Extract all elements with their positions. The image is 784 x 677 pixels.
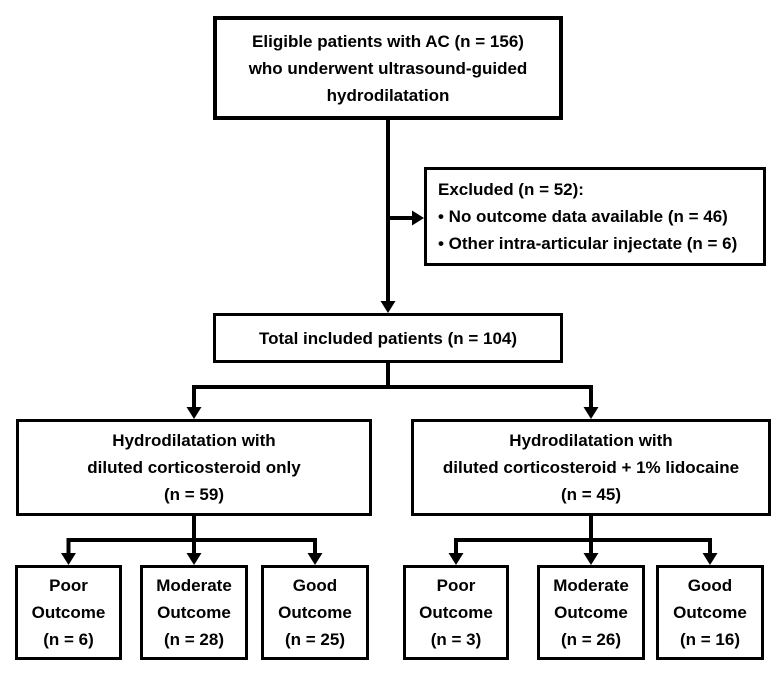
text-line: • Other intra-articular injectate (n = 6… [438,234,738,253]
text-line: who underwent ultrasound-guided [248,58,528,78]
text-line: Moderate [156,576,232,595]
box-outcome-right-good: Good Outcome (n = 16) [656,565,764,660]
text-line: Poor [436,576,476,595]
connector-to-excluded [386,210,424,226]
text-line: Moderate [553,576,629,595]
box-outcome-left-good: Good Outcome (n = 25) [261,565,369,660]
box-outcome-left-moderate: Moderate Outcome (n = 28) [140,565,248,660]
text-line: (n = 16) [680,630,740,649]
connector-total-to-arms [186,363,599,419]
box-excluded: Excluded (n = 52): • No outcome data ava… [424,167,766,266]
text-line: diluted corticosteroid + 1% lidocaine [442,458,740,477]
text-line: Outcome [278,603,352,622]
arrowhead-down [380,301,396,313]
box-arm-corticosteroid-only: Hydrodilatation with diluted corticoster… [16,419,372,516]
box-arm-corticosteroid-lidocaine: Hydrodilatation with diluted corticoster… [411,419,771,516]
box-outcome-right-moderate: Moderate Outcome (n = 26) [537,565,645,660]
text-line: Good [687,576,733,595]
text-line: Outcome [157,603,231,622]
arrowhead-down [307,553,323,565]
text-line: (n = 45) [561,485,621,504]
arrowhead-down [583,553,599,565]
text-line: Outcome [554,603,628,622]
text-line: (n = 59) [164,485,224,504]
text-line: Total included patients (n = 104) [258,328,518,348]
arrowhead-down [61,553,76,565]
text-line: • No outcome data available (n = 46) [438,207,728,226]
arrowhead-down [186,407,202,419]
text-line: Hydrodilatation with [509,431,673,450]
text-line: Eligible patients with AC (n = 156) [252,31,524,51]
connector-right-arm-to-outcomes [448,516,718,565]
box-outcome-right-poor: Poor Outcome (n = 3) [403,565,509,660]
text-line: (n = 28) [164,630,224,649]
arrowhead-down [583,407,599,419]
text-line: (n = 3) [430,630,482,649]
text-line: Hydrodilatation with [112,431,276,450]
box-eligible-patients: Eligible patients with AC (n = 156) who … [213,16,563,120]
text-line: Good [292,576,338,595]
text-line: Poor [49,576,88,595]
text-line: (n = 25) [285,630,345,649]
text-line: hydrodilatation [326,85,450,105]
box-total-included: Total included patients (n = 104) [213,313,563,363]
text-line: Excluded (n = 52): [438,180,584,199]
text-line: Outcome [31,603,106,622]
arrowhead-down [702,553,718,565]
text-line: (n = 6) [43,630,94,649]
text-line: diluted corticosteroid only [87,458,301,477]
box-outcome-left-poor: Poor Outcome (n = 6) [15,565,122,660]
arrowhead-down [448,553,464,565]
connector-eligible-to-total [380,118,396,313]
text-line: (n = 26) [561,630,621,649]
arrowhead-down [186,553,202,565]
text-line: Outcome [673,603,747,622]
text-line: Outcome [419,603,493,622]
arrowhead-right [412,210,424,226]
connector-left-arm-to-outcomes [61,516,323,565]
